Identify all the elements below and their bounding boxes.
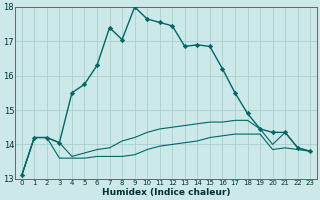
X-axis label: Humidex (Indice chaleur): Humidex (Indice chaleur) [102, 188, 230, 197]
